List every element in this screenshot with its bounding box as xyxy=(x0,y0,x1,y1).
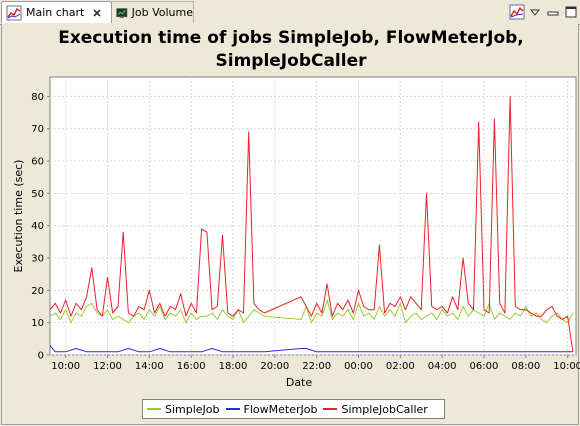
legend-swatch xyxy=(147,408,161,410)
maximize-icon xyxy=(565,6,577,18)
legend-swatch xyxy=(323,408,338,410)
x-tick-label: 06:00 xyxy=(470,361,499,372)
x-tick-label: 16:00 xyxy=(177,361,206,372)
x-tick-label: 20:00 xyxy=(260,361,289,372)
tab-main-chart[interactable]: Main chart xyxy=(1,1,112,23)
tab-label: Main chart xyxy=(26,6,85,19)
minimize-button[interactable] xyxy=(544,3,562,21)
maximize-button[interactable] xyxy=(562,3,580,21)
legend-label: SimpleJob xyxy=(165,402,220,416)
series-line-simplejob xyxy=(50,299,574,324)
chart-panel: Execution time of jobs SimpleJob, FlowMe… xyxy=(1,24,580,425)
tab-job-volume[interactable]: Job Volume xyxy=(112,1,194,23)
x-axis-label: Date xyxy=(286,376,313,389)
x-tick-label: 22:00 xyxy=(302,361,331,372)
legend-item-simplejobcaller: SimpleJobCaller xyxy=(323,402,428,416)
monitor-chart-icon xyxy=(116,7,128,18)
y-tick-label: 40 xyxy=(31,221,44,232)
view-menu-icon xyxy=(529,9,541,16)
legend-item-simplejob: SimpleJob xyxy=(147,403,220,416)
y-tick-label: 80 xyxy=(31,92,44,103)
close-icon[interactable] xyxy=(92,8,102,18)
y-tick-label: 70 xyxy=(31,124,44,135)
series-line-flowmeterjob xyxy=(50,344,573,353)
line-chart: 0 10 20 30 40 50 60 70 80 10:00 12:00 14:00 16:00 18:… xyxy=(12,76,580,389)
tab-label: Job Volume xyxy=(131,6,193,19)
view-actions xyxy=(508,2,580,22)
chart-title-line-2: SimpleJobCaller xyxy=(215,51,367,71)
chart-title: Execution time of jobs SimpleJob, FlowMe… xyxy=(2,27,580,73)
y-tick-label: 50 xyxy=(31,189,44,200)
x-tick-label: 18:00 xyxy=(219,361,248,372)
legend-label: FlowMeterJob xyxy=(243,402,318,416)
chart-menu-button[interactable] xyxy=(508,3,526,21)
legend-item-flowmeterjob: FlowMeterJob xyxy=(225,402,318,416)
x-tick-label: 14:00 xyxy=(135,361,164,372)
chart-legend: SimpleJob FlowMeterJob SimpleJobCaller xyxy=(142,399,445,419)
y-tick-label: 20 xyxy=(31,286,44,297)
y-tick-label: 0 xyxy=(38,351,44,362)
chart-title-line-1: Execution time of jobs SimpleJob, FlowMe… xyxy=(58,28,524,48)
chart-series xyxy=(50,95,574,353)
chart-ticks: 0 10 20 30 40 50 60 70 80 10:00 12:00 14:00 16:00 18:… xyxy=(31,92,580,372)
x-tick-label: 08:00 xyxy=(511,361,540,372)
tab-strip: Main chart Job Volume xyxy=(0,0,580,25)
x-tick-label: 02:00 xyxy=(386,361,415,372)
x-tick-label: 12:00 xyxy=(93,361,122,372)
y-axis-label: Execution time (sec) xyxy=(12,160,25,273)
x-tick-label: 10:00 xyxy=(553,361,580,372)
chart-menu-icon xyxy=(509,4,525,20)
x-tick-label: 00:00 xyxy=(344,361,373,372)
view-menu-button[interactable] xyxy=(526,3,544,21)
series-line-simplejobcaller xyxy=(50,95,574,352)
x-tick-label: 04:00 xyxy=(428,361,457,372)
legend-label: SimpleJobCaller xyxy=(341,402,428,416)
y-tick-label: 30 xyxy=(31,254,44,265)
minimize-icon xyxy=(547,11,559,16)
y-tick-label: 60 xyxy=(31,157,44,168)
legend-swatch xyxy=(225,408,240,410)
y-tick-label: 10 xyxy=(31,318,44,329)
line-chart-icon xyxy=(6,5,22,20)
x-tick-label: 10:00 xyxy=(51,361,80,372)
